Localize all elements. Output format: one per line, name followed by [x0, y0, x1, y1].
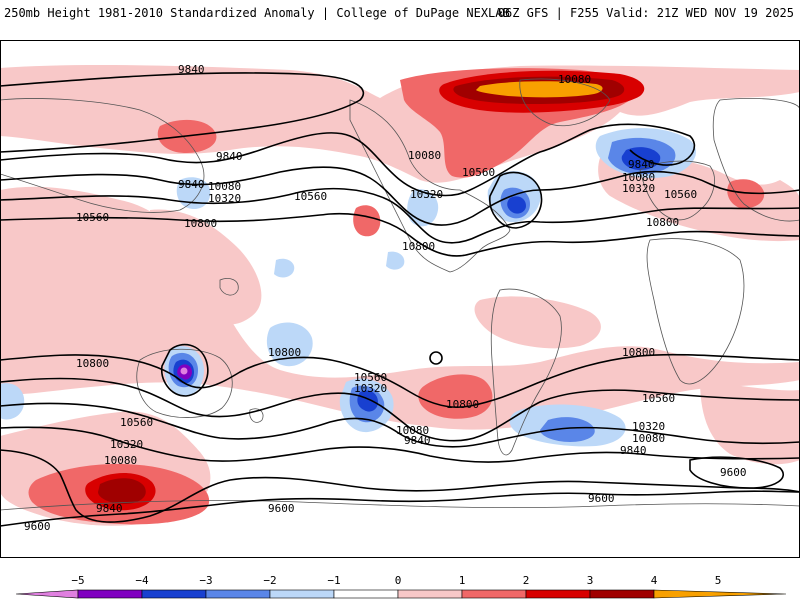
- legend-swatch-zero: [333, 589, 399, 599]
- legend-tick-label: 5: [715, 574, 722, 587]
- legend-tick-label: 3: [587, 574, 594, 587]
- legend-swatch-pos2: [461, 589, 527, 599]
- contour-labels: 9840 10080 10320 10560 10800 9840 10080 …: [24, 63, 747, 533]
- legend-swatch-pos4: [589, 589, 655, 599]
- label-10800-sa: 10800: [446, 398, 479, 411]
- label-10560-wp: 10560: [294, 190, 327, 203]
- label-10800-io: 10800: [622, 346, 655, 359]
- label-10320-sa: 10320: [632, 420, 665, 433]
- legend-swatch-neg1: [269, 589, 335, 599]
- label-10080-sw: 10080: [104, 454, 137, 467]
- legend-tick-label: −4: [135, 574, 149, 587]
- label-10080-na: 10080: [408, 149, 441, 162]
- label-10320-sw: 10320: [110, 438, 143, 451]
- legend-arrow-right: [653, 589, 787, 599]
- label-10080-eu: 10080: [622, 171, 655, 184]
- label-10080-wp: 10080: [208, 180, 241, 193]
- label-10080-spc: 10080: [396, 424, 429, 437]
- run-info: 06Z GFS | F255 Valid: 21Z WED NOV 19 202…: [497, 6, 794, 20]
- legend-tick-label: −3: [199, 574, 212, 587]
- label-10800-au: 10800: [76, 357, 109, 370]
- color-legend: −5 −4 −3 −2 −1 0 1 2 3 4 5: [0, 568, 800, 600]
- map-frame: 9840 10080 10320 10560 10800 9840 10080 …: [0, 40, 800, 558]
- legend-tick-label: −1: [327, 574, 340, 587]
- label-9600-sio: 9600: [588, 492, 615, 505]
- map-title: 250mb Height 1981-2010 Standardized Anom…: [4, 6, 510, 20]
- legend-swatch-pos3: [525, 589, 591, 599]
- legend-tick-label: 4: [651, 574, 658, 587]
- label-9840-sa: 9840: [620, 444, 647, 457]
- label-9840-asia: 9840: [216, 150, 243, 163]
- label-10560-sa: 10560: [642, 392, 675, 405]
- legend-swatch-neg4: [77, 589, 143, 599]
- negative-anomaly-extreme: [180, 367, 188, 375]
- positive-anomaly-extreme: [476, 81, 603, 98]
- height-contours: [0, 72, 800, 527]
- label-10800-sp: 10800: [268, 346, 301, 359]
- label-10320-na: 10320: [410, 188, 443, 201]
- label-10320-sp: 10320: [354, 382, 387, 395]
- label-9840-n: 9840: [178, 63, 205, 76]
- label-10560-w: 10560: [76, 211, 109, 224]
- label-10560-sw: 10560: [120, 416, 153, 429]
- label-10560-eu: 10560: [664, 188, 697, 201]
- label-9840-sw: 9840: [96, 502, 123, 515]
- legend-swatch-neg2: [205, 589, 271, 599]
- legend-swatch-pos1: [397, 589, 463, 599]
- legend-swatch-neg3: [141, 589, 207, 599]
- legend-tick-label: −5: [71, 574, 84, 587]
- label-10320-wp: 10320: [208, 192, 241, 205]
- label-9600-se: 9600: [720, 466, 747, 479]
- legend-tick-label: 2: [523, 574, 530, 587]
- label-9600-sw: 9600: [24, 520, 51, 533]
- label-10320-eu: 10320: [622, 182, 655, 195]
- legend-tick-label: 0: [395, 574, 402, 587]
- label-9840-wp: 9840: [178, 178, 205, 191]
- label-10080-sa: 10080: [632, 432, 665, 445]
- legend-bar: −5 −4 −3 −2 −1 0 1 2 3 4 5: [15, 574, 787, 599]
- legend-tick-label: 1: [459, 574, 466, 587]
- label-10080-gr: 10080: [558, 73, 591, 86]
- label-10800-w: 10800: [184, 217, 217, 230]
- anomaly-map: 9840 10080 10320 10560 10800 9840 10080 …: [0, 40, 800, 558]
- label-9600-s: 9600: [268, 502, 295, 515]
- label-10560-na: 10560: [462, 166, 495, 179]
- label-9840-spc: 9840: [404, 434, 431, 447]
- coastlines: [0, 78, 800, 511]
- header: 250mb Height 1981-2010 Standardized Anom…: [0, 0, 800, 40]
- label-10800-na: 10800: [402, 240, 435, 253]
- label-10800-af: 10800: [646, 216, 679, 229]
- legend-tick-label: −2: [263, 574, 276, 587]
- label-10560-sp: 10560: [354, 371, 387, 384]
- legend-arrow-left: [15, 589, 79, 599]
- label-9840-eu: 9840: [628, 158, 655, 171]
